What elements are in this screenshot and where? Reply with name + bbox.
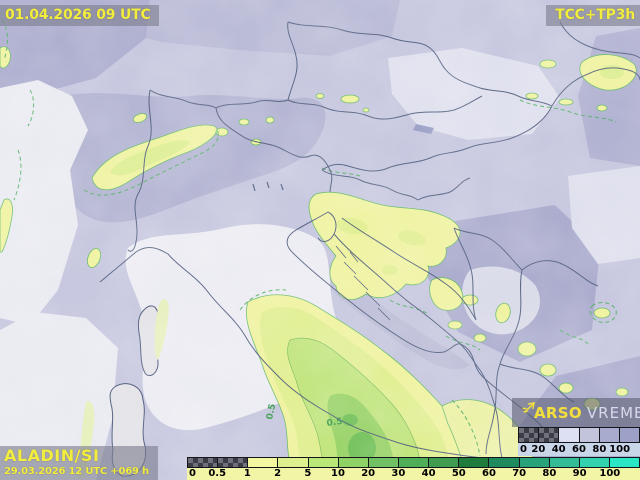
legend-cell [618, 428, 640, 442]
site-name: VREME [586, 403, 640, 422]
legend-cell [488, 458, 519, 467]
legend-cell [277, 458, 308, 467]
precip-legend-labels: 0 0.5 1 2 5 10 20 30 40 50 60 70 80 90 100 [187, 468, 640, 480]
valid-time-label: 01.04.2026 09 UTC [0, 5, 159, 26]
legend-label: 20 [361, 468, 376, 479]
legend-cell [337, 458, 368, 467]
weathervane-icon [522, 402, 535, 413]
legend-label: 1 [243, 468, 251, 479]
model-run-info: 29.03.2026 12 UTC +069 h [4, 465, 149, 477]
precipitation-legend: 0 0.5 1 2 5 10 20 30 40 50 60 70 80 90 100 [187, 457, 640, 480]
legend-label: 80 [542, 468, 557, 479]
agency-name: ARSO [534, 403, 582, 422]
legend-label: 70 [512, 468, 527, 479]
legend-label: 100 [599, 468, 621, 479]
legend-cell [608, 458, 640, 467]
legend-label: 5 [304, 468, 312, 479]
legend-cell [367, 458, 398, 467]
model-name: ALADIN/SI [4, 445, 100, 465]
legend-label: 2 [274, 468, 282, 479]
legend-cell [188, 458, 218, 467]
legend-label: 80 [592, 444, 607, 455]
legend-label: 60 [572, 444, 586, 455]
legend-cell [397, 458, 429, 467]
product-label: TCC+TP3h [546, 5, 640, 26]
cloud-legend-cells [518, 427, 640, 443]
branding-box: ARSO VREME [512, 398, 640, 427]
legend-label: 60 [482, 468, 496, 479]
legend-label: 20 [531, 444, 546, 455]
legend-label: 10 [331, 468, 345, 479]
model-info-label: ALADIN/SI 29.03.2026 12 UTC +069 h [0, 445, 158, 480]
precip-legend-cells [187, 457, 640, 468]
legend-cell [247, 458, 278, 467]
legend-label: 40 [551, 444, 566, 455]
legend-label: 30 [391, 468, 406, 479]
legend-cell [578, 428, 599, 442]
legend-cell [598, 428, 619, 442]
legend-label: 0 [520, 444, 527, 455]
legend-label: 0.5 [208, 468, 227, 479]
cloud-cover-legend: 0 20 40 60 80 100 [518, 427, 640, 456]
legend-cell [548, 458, 579, 467]
legend-cell [518, 458, 549, 467]
legend-cell [538, 428, 559, 442]
legend-label: 90 [572, 468, 587, 479]
legend-cell [217, 458, 248, 467]
cloud-legend-labels: 0 20 40 60 80 100 [518, 443, 640, 456]
legend-cell [458, 458, 489, 467]
legend-cell [307, 458, 338, 467]
legend-label: 0 [189, 468, 196, 479]
legend-label: 40 [421, 468, 436, 479]
valid-time-text: 01.04.2026 09 UTC [5, 7, 151, 23]
legend-cell [519, 428, 539, 442]
legend-cell [578, 458, 609, 467]
legend-cell [428, 458, 459, 467]
legend-cell [558, 428, 579, 442]
legend-label: 100 [609, 444, 631, 455]
legend-label: 50 [451, 468, 466, 479]
product-text: TCC+TP3h [555, 7, 635, 23]
